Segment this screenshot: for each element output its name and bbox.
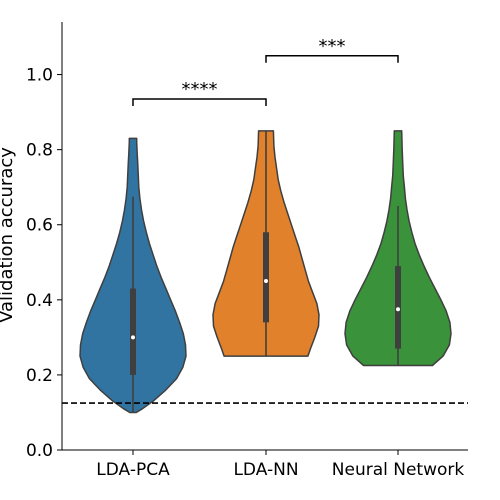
median-1	[131, 335, 135, 340]
y-tick-label-0: 0.0	[26, 441, 53, 461]
median-2	[264, 279, 268, 284]
median-3	[396, 307, 400, 312]
x-tick-label-1: LDA-NN	[233, 460, 298, 480]
y-axis-label: Validation accuracy	[0, 147, 17, 323]
y-tick-label-5: 1.0	[26, 66, 53, 86]
y-tick-label-3: 0.6	[26, 216, 53, 236]
y-tick-label-2: 0.4	[26, 291, 53, 311]
x-tick-label-0: LDA-PCA	[96, 460, 170, 480]
significance-bracket-1	[132, 98, 267, 106]
iqr-box-1	[130, 288, 136, 375]
significance-layer: *******	[132, 36, 399, 106]
significance-label-1: ****	[182, 79, 218, 100]
x-tick-label-2: Neural Network	[332, 460, 465, 480]
y-tick-label-4: 0.8	[26, 141, 53, 161]
significance-bracket-2	[265, 55, 399, 63]
iqr-box-2	[263, 232, 269, 323]
violins-layer	[79, 130, 452, 414]
y-tick-label-1: 0.2	[26, 366, 53, 386]
axes-layer: 0.0 0.2 0.4 0.6 0.8 1.0 LDA-PCA LDA-NN Neural Ne…	[26, 22, 468, 480]
significance-label-2: ***	[319, 36, 346, 57]
